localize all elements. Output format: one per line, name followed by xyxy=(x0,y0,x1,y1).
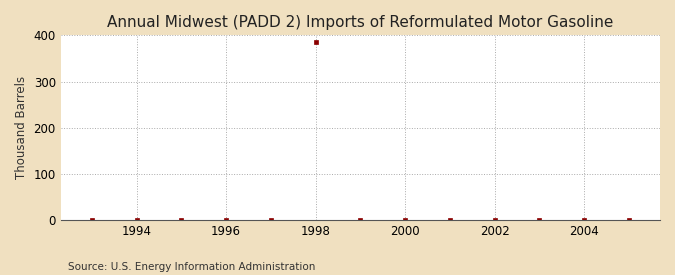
Text: Source: U.S. Energy Information Administration: Source: U.S. Energy Information Administ… xyxy=(68,262,315,272)
Y-axis label: Thousand Barrels: Thousand Barrels xyxy=(15,76,28,179)
Title: Annual Midwest (PADD 2) Imports of Reformulated Motor Gasoline: Annual Midwest (PADD 2) Imports of Refor… xyxy=(107,15,614,30)
